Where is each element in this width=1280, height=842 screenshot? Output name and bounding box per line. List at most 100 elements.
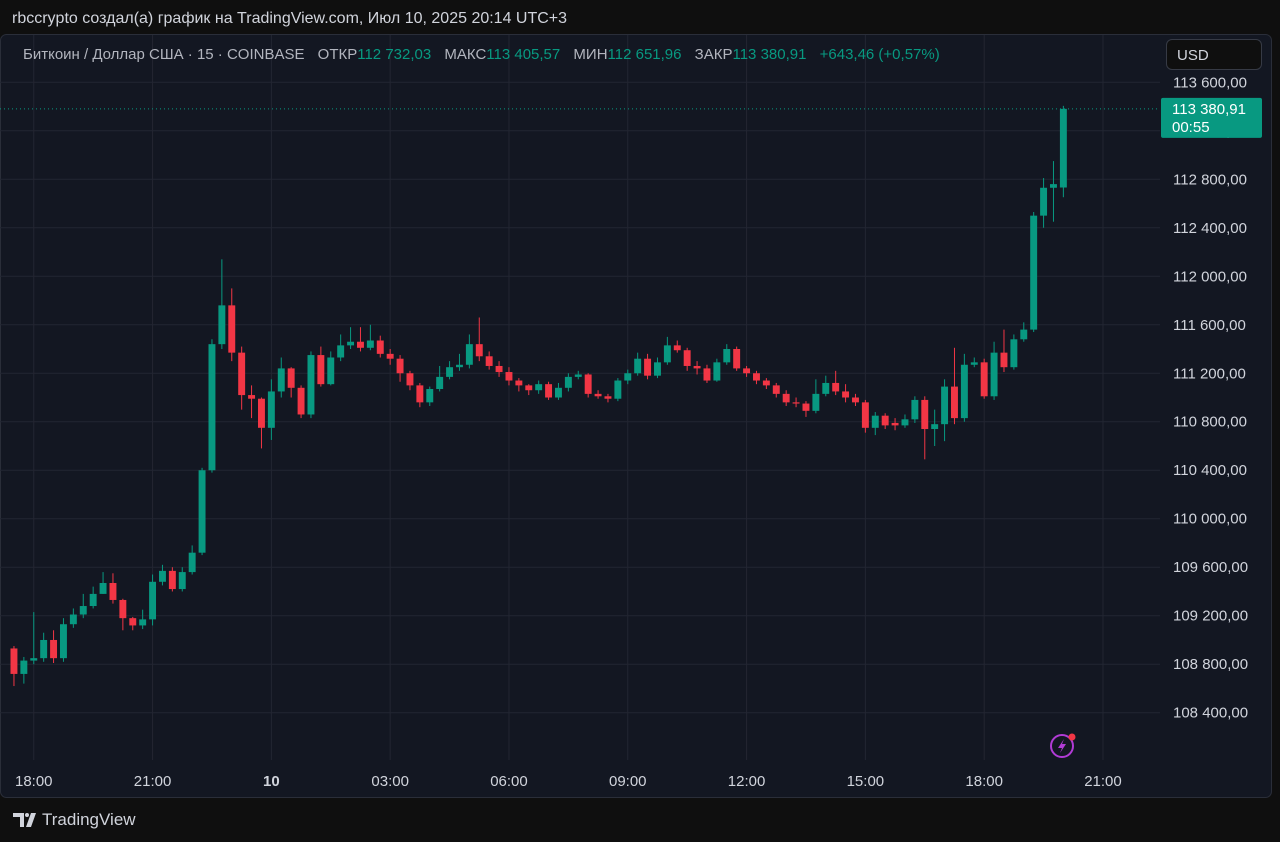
candle-body	[89, 593, 97, 607]
candle-body	[1059, 108, 1067, 188]
x-tick-label: 18:00	[965, 773, 1003, 790]
candle-body	[198, 470, 206, 553]
candle-body	[762, 380, 770, 386]
candle-body	[475, 344, 483, 357]
candle-body	[802, 403, 810, 411]
candle-body	[980, 362, 988, 397]
close-label: ЗАКР	[694, 46, 733, 63]
low-value: 112 651,96	[607, 46, 682, 63]
candle-body	[871, 415, 879, 428]
candle-body	[366, 340, 374, 348]
x-tick-label: 10	[263, 773, 280, 790]
candle-body	[634, 358, 642, 374]
x-tick-label: 06:00	[490, 773, 528, 790]
grid	[0, 35, 1160, 760]
candle-body	[842, 391, 850, 398]
y-tick-label: 110 000,00	[1173, 511, 1247, 528]
candle-body	[574, 374, 582, 377]
candle-body	[564, 376, 572, 388]
candle-body	[178, 572, 186, 590]
candle-body	[772, 385, 780, 394]
candle-body	[931, 424, 939, 430]
candle-body	[109, 582, 117, 600]
candle-body	[30, 658, 38, 661]
x-tick-label: 21:00	[134, 773, 172, 790]
x-tick-label: 12:00	[728, 773, 766, 790]
candle-body	[743, 368, 751, 374]
candle-body	[753, 373, 760, 381]
candle-body	[951, 386, 958, 419]
candle-body	[238, 352, 246, 396]
candle-body	[624, 373, 632, 381]
candle-body	[307, 355, 315, 415]
candle-body	[852, 397, 859, 403]
candle-body	[129, 618, 137, 626]
symbol-name: Биткоин / Доллар США · 15 · COINBASE	[23, 46, 305, 63]
candle-body	[317, 355, 325, 385]
candle-body	[416, 385, 424, 403]
close-value: 113 380,91	[732, 46, 807, 63]
candle-body	[208, 344, 216, 471]
candle-body	[911, 399, 919, 420]
candle-body	[733, 349, 741, 369]
y-tick-label: 112 000,00	[1173, 268, 1247, 285]
y-tick-label: 109 600,00	[1173, 559, 1248, 576]
low-label: МИН	[573, 46, 608, 63]
alert-icon[interactable]	[1050, 733, 1076, 758]
x-tick-label: 03:00	[371, 773, 409, 790]
brand-logo	[13, 813, 36, 827]
y-tick-label: 112 800,00	[1173, 171, 1247, 188]
candle-body	[10, 648, 18, 674]
candle-body	[812, 393, 820, 411]
candle-body	[485, 356, 493, 366]
candle-body	[257, 398, 265, 428]
y-tick-label: 109 200,00	[1173, 608, 1248, 625]
candle-body	[465, 344, 473, 365]
candle-body	[832, 382, 840, 392]
candle-body	[337, 345, 345, 358]
candle-body	[50, 639, 58, 659]
candle-body	[713, 362, 721, 381]
countdown-label: 00:55	[1172, 119, 1210, 136]
high-value: 113 405,57	[486, 46, 561, 63]
candle-body	[703, 368, 711, 381]
candle-body	[376, 340, 384, 354]
candle-body	[139, 619, 147, 626]
candle-body	[426, 389, 434, 403]
candle-body	[248, 395, 256, 399]
candle-body	[901, 419, 909, 426]
candle-body	[1020, 329, 1028, 340]
candle-body	[941, 386, 949, 425]
candle-body	[1010, 339, 1018, 368]
candle-body	[663, 345, 671, 363]
currency-button[interactable]: USD	[1166, 39, 1262, 70]
candle-body	[1000, 352, 1008, 368]
last-price-box	[1161, 97, 1262, 138]
y-tick-label: 113 600,00	[1173, 74, 1247, 91]
change-value: +643,46 (+0,57%)	[819, 46, 940, 63]
candle-body	[584, 374, 592, 394]
candle-body	[287, 368, 295, 388]
candle-body	[604, 396, 612, 399]
x-tick-label: 15:00	[847, 773, 885, 790]
candle-body	[436, 376, 444, 390]
candle-body	[525, 385, 533, 391]
candle-body	[99, 582, 107, 594]
candle-body	[386, 353, 394, 359]
candle-body	[594, 393, 602, 397]
candle-body	[456, 364, 463, 368]
candle-body	[495, 365, 503, 373]
axes: 108 400,00 108 800,00 109 200,00 109 600,00…	[0, 74, 1262, 790]
candle-body	[891, 422, 899, 426]
candle-body	[168, 570, 176, 590]
candle-body	[40, 639, 48, 659]
x-tick-label: 21:00	[1084, 773, 1122, 790]
candle-body	[356, 341, 364, 348]
y-tick-label: 108 800,00	[1173, 656, 1248, 673]
x-tick-label: 18:00	[15, 773, 53, 790]
candles	[10, 105, 1067, 687]
candle-body	[69, 614, 77, 625]
candle-body	[406, 373, 414, 386]
candle-body	[228, 305, 236, 353]
